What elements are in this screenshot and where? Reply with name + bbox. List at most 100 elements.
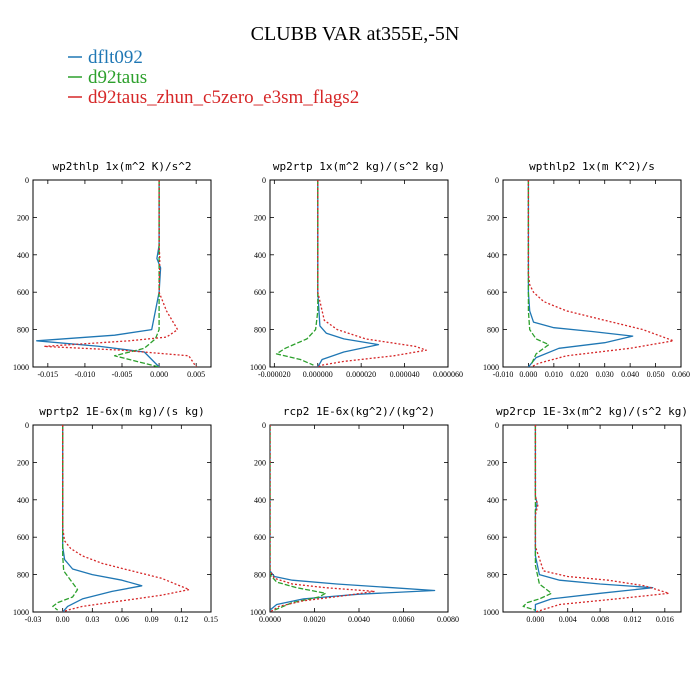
series-line-dflt092 — [62, 425, 143, 612]
y-tick-label: 600 — [487, 533, 499, 542]
y-tick-label: 200 — [487, 213, 499, 222]
series-line-d92taus-zhun-c5zero-e3sm-flags2 — [62, 425, 190, 612]
y-tick-label: 800 — [254, 571, 266, 580]
legend: dflt092 d92taus d92taus_zhun_c5zero_e3sm… — [68, 47, 359, 108]
x-tick-label: 0.000000 — [303, 370, 333, 379]
series-line-dflt092 — [270, 425, 436, 611]
y-tick-label: 400 — [17, 251, 29, 260]
legend-item-d92taus: d92taus — [68, 67, 147, 88]
series-line-d92taus — [275, 180, 319, 366]
series-line-d92taus — [52, 425, 79, 611]
series-line-d92taus — [270, 425, 327, 611]
x-tick-label: -0.010 — [75, 370, 96, 379]
series-line-d92taus-zhun-c5zero-e3sm-flags2 — [527, 180, 675, 367]
panels: wp2thlp 1x(m^2 K)/s^202004006008001000-0… — [13, 160, 690, 624]
y-tick-label: 0 — [25, 176, 29, 185]
y-tick-label: 800 — [254, 326, 266, 335]
x-tick-label: 0.0080 — [437, 615, 459, 624]
x-tick-label: -0.000020 — [258, 370, 291, 379]
y-tick-label: 1000 — [250, 608, 266, 617]
panel-5: rcp2 1E-6x(kg^2)/(kg^2) 0 200 400 600 800 1000… — [250, 405, 459, 624]
x-tick-label: -0.03 — [25, 615, 42, 624]
x-tick-label: -0.015 — [37, 370, 58, 379]
y-tick-label: 0 — [262, 421, 266, 430]
x-tick-label: 0.00 — [56, 615, 70, 624]
figure-title: CLUBB VAR at355E,-5N — [251, 23, 460, 45]
panel-title: wp2thlp 1x(m^2 K)/s^2 — [52, 160, 191, 173]
y-tick-label: 800 — [487, 571, 499, 580]
y-tick-label: 0 — [25, 421, 29, 430]
panel-6: wp2rcp 1E-3x(m^2 kg)/(s^2 kg) 0 200 400 600 8… — [483, 405, 688, 624]
series-line-d92taus-zhun-c5zero-e3sm-flags2 — [534, 425, 670, 612]
y-tick-label: 400 — [17, 496, 29, 505]
x-tick-label: 0.000 — [150, 370, 168, 379]
y-tick-label: 600 — [254, 533, 266, 542]
y-tick-label: 1000 — [250, 363, 266, 372]
y-tick-label: 600 — [17, 288, 29, 297]
legend-label-dflt092: dflt092 — [88, 47, 143, 68]
x-tick-label: 0.000040 — [390, 370, 420, 379]
y-tick-label: 1000 — [13, 363, 29, 372]
x-tick-label: 0.09 — [145, 615, 159, 624]
panel-title: wprtp2 1E-6x(m kg)/(s kg) — [39, 405, 205, 418]
plot-frame — [502, 424, 682, 613]
series-line-d92taus-zhun-c5zero-e3sm-flags2 — [317, 180, 427, 367]
y-tick-label: 1000 — [483, 363, 499, 372]
y-tick-label: 0 — [495, 176, 499, 185]
y-tick-label: 800 — [17, 326, 29, 335]
y-tick-label: 600 — [254, 288, 266, 297]
plot-frame — [502, 179, 682, 368]
x-tick-label: 0.0060 — [393, 615, 415, 624]
x-tick-label: -0.010 — [493, 370, 514, 379]
y-tick-label: 200 — [487, 458, 499, 467]
y-tick-label: 400 — [254, 251, 266, 260]
series-line-d92taus — [522, 425, 553, 611]
panel-1: wp2thlp 1x(m^2 K)/s^2 0 200 400 600 800 1000 -0… — [13, 160, 212, 379]
series-line-d92taus-zhun-c5zero-e3sm-flags2 — [43, 180, 197, 367]
x-tick-label: 0.000060 — [433, 370, 463, 379]
x-tick-label: 0.060 — [672, 370, 690, 379]
panel-4: wprtp2 1E-6x(m kg)/(s kg) 0 200 400 600 800 10… — [13, 405, 218, 624]
series-line-dflt092 — [36, 180, 162, 367]
legend-item-d92taus-zhun: d92taus_zhun_c5zero_e3sm_flags2 — [68, 87, 359, 108]
x-tick-label: 0.03 — [85, 615, 99, 624]
x-tick-label: -0.005 — [112, 370, 133, 379]
y-tick-label: 800 — [487, 326, 499, 335]
x-tick-label: 0.012 — [623, 615, 641, 624]
y-tick-label: 0 — [262, 176, 266, 185]
legend-label-d92taus: d92taus — [88, 67, 147, 88]
x-tick-label: 0.050 — [647, 370, 665, 379]
x-tick-label: 0.008 — [591, 615, 609, 624]
y-tick-label: 400 — [254, 496, 266, 505]
x-tick-label: 0.030 — [596, 370, 614, 379]
plot-frame — [32, 424, 212, 613]
panel-title: wpthlp2 1x(m K^2)/s — [529, 160, 655, 173]
y-tick-label: 600 — [17, 533, 29, 542]
series-line-dflt092 — [317, 180, 380, 367]
x-tick-label: 0.06 — [115, 615, 129, 624]
legend-label-d92taus-zhun: d92taus_zhun_c5zero_e3sm_flags2 — [88, 87, 359, 108]
x-tick-label: 0.010 — [545, 370, 563, 379]
panel-title: wp2rtp 1x(m^2 kg)/(s^2 kg) — [273, 160, 445, 173]
panel-2: wp2rtp 1x(m^2 kg)/(s^2 kg) 0 200 400 600 800 1… — [250, 160, 463, 379]
x-tick-label: 0.15 — [204, 615, 218, 624]
x-tick-label: 0.040 — [621, 370, 639, 379]
series-line-dflt092 — [527, 180, 634, 367]
x-tick-label: 0.005 — [187, 370, 205, 379]
series-line-d92taus — [527, 180, 550, 366]
y-tick-label: 800 — [17, 571, 29, 580]
y-tick-label: 400 — [487, 496, 499, 505]
series-line-dflt092 — [534, 425, 654, 612]
y-tick-label: 200 — [254, 458, 266, 467]
y-tick-label: 1000 — [13, 608, 29, 617]
x-tick-label: 0.016 — [656, 615, 674, 624]
x-tick-label: 0.0000 — [259, 615, 281, 624]
x-tick-label: 0.004 — [559, 615, 577, 624]
panel-title: rcp2 1E-6x(kg^2)/(kg^2) — [283, 405, 435, 418]
y-tick-label: 1000 — [483, 608, 499, 617]
x-tick-label: 0.12 — [174, 615, 188, 624]
x-tick-label: 0.0020 — [304, 615, 326, 624]
y-tick-label: 200 — [17, 458, 29, 467]
y-tick-label: 200 — [254, 213, 266, 222]
